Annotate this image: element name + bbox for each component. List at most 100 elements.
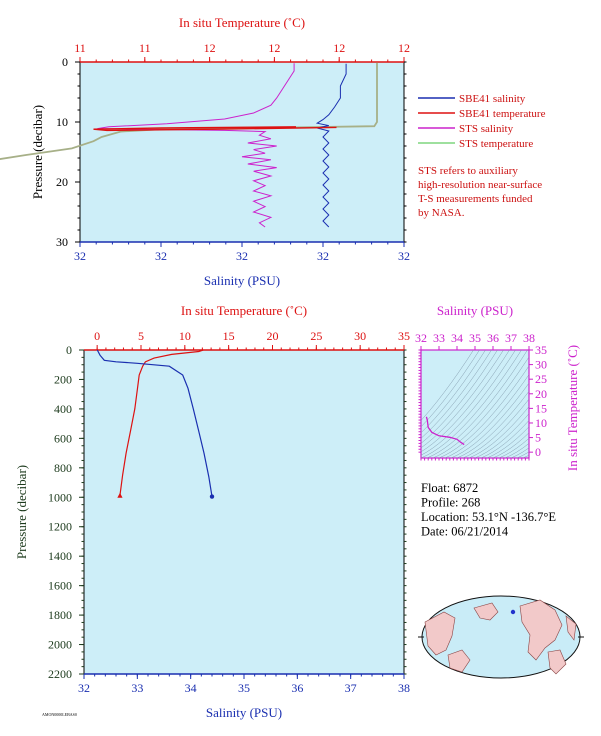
pressure-tick-label: 10 xyxy=(56,115,68,129)
temp-tick-label: 12 xyxy=(398,41,410,55)
note-line: by NASA. xyxy=(418,207,465,219)
sal-tick-label: 32 xyxy=(155,249,167,263)
temperature-axis-title: In situ Temperature (˚C) xyxy=(179,15,305,30)
series-sbe41-salinity xyxy=(315,63,347,228)
pressure-tick-label: 1200 xyxy=(48,520,72,534)
temp-tick-label: 15 xyxy=(223,329,235,343)
density-contour xyxy=(421,350,480,428)
density-contour xyxy=(421,350,474,421)
density-contour xyxy=(438,365,529,458)
salinity-end-marker xyxy=(209,494,215,499)
sal-tick-label: 37 xyxy=(345,681,357,695)
sal-tick-label: 32 xyxy=(317,249,329,263)
density-contour xyxy=(444,374,529,458)
sal-tick-label: 35 xyxy=(238,681,250,695)
info-date: Date: 06/21/2014 xyxy=(421,525,509,539)
temp-tick-label: 5 xyxy=(138,329,144,343)
full-profile-panel: 0 5 10 15 20 25 30 35 32 33 34 35 36 37 38 0 200 400 600 80… xyxy=(14,303,410,720)
density-contour xyxy=(474,413,529,458)
density-contour xyxy=(421,350,492,439)
temp-tick-label: 12 xyxy=(333,41,345,55)
legend-label: STS temperature xyxy=(459,138,533,150)
ts-sal-tick-label: 32 xyxy=(415,331,427,345)
pressure-tick-label: 800 xyxy=(54,461,72,475)
ts-sal-tick-label: 37 xyxy=(505,331,517,345)
pressure-tick-label: 1400 xyxy=(48,549,72,563)
pressure-tick-label: 2200 xyxy=(48,667,72,681)
density-contour xyxy=(421,350,516,456)
density-contours xyxy=(421,350,529,458)
ts-sal-tick-label: 35 xyxy=(469,331,481,345)
temp-tick-label: 12 xyxy=(268,41,280,55)
sts-note: STS refers to auxiliary high-resolution n… xyxy=(418,165,542,219)
pressure-tick-label: 2000 xyxy=(48,638,72,652)
pressure-axis-title: Pressure (decibar) xyxy=(14,465,29,559)
pressure-tick-label: 0 xyxy=(66,343,72,357)
density-contour xyxy=(432,356,529,458)
near-surface-panel: 11 11 12 12 12 12 32 32 32 32 32 0 10 20 30 In situ Tem… xyxy=(0,15,410,288)
ts-salinity-title: Salinity (PSU) xyxy=(437,303,513,318)
pressure-tick-label: 200 xyxy=(54,372,72,386)
density-contour xyxy=(421,350,486,434)
float-location-marker xyxy=(510,609,516,615)
ts-temp-tick-label: 0 xyxy=(535,445,541,459)
series-salinity xyxy=(96,349,213,497)
sal-tick-label: 32 xyxy=(78,681,90,695)
temperature-axis-title: In situ Temperature (˚C) xyxy=(181,303,307,318)
series-temperature xyxy=(119,349,204,496)
info-float: Float: 6872 xyxy=(421,481,478,495)
map-landmass xyxy=(519,599,563,661)
legend-label: STS salinity xyxy=(459,123,514,135)
ts-temp-tick-label: 25 xyxy=(535,372,547,386)
ts-curve xyxy=(425,416,465,446)
ts-sal-tick-label: 38 xyxy=(523,331,535,345)
ts-temperature-title: In situ Temperature (˚C) xyxy=(565,345,580,471)
ts-temp-tick-label: 20 xyxy=(535,387,547,401)
sal-tick-label: 32 xyxy=(74,249,86,263)
density-contour xyxy=(492,432,529,458)
legend-label: SBE41 temperature xyxy=(459,108,546,120)
legend: SBE41 salinity SBE41 temperature STS salin… xyxy=(418,93,546,150)
salinity-axis-title: Salinity (PSU) xyxy=(206,705,282,720)
temp-tick-label: 10 xyxy=(179,329,191,343)
temp-tick-label: 25 xyxy=(310,329,322,343)
info-location: Location: 53.1°N -136.7°E xyxy=(421,510,556,524)
map-landmass xyxy=(547,649,567,675)
map-landmass xyxy=(565,615,577,641)
ts-sal-tick-label: 34 xyxy=(451,331,463,345)
density-contour xyxy=(421,350,522,458)
temp-tick-label: 0 xyxy=(94,329,100,343)
series-sts-temperature xyxy=(0,62,378,160)
info-profile: Profile: 268 xyxy=(421,496,480,510)
density-contour xyxy=(421,350,498,444)
pressure-tick-label: 1800 xyxy=(48,608,72,622)
sal-tick-label: 36 xyxy=(291,681,303,695)
plot-area xyxy=(83,349,405,675)
temperature-end-marker xyxy=(117,492,123,498)
map-landmass xyxy=(447,649,471,673)
ts-temp-tick-label: 35 xyxy=(535,343,547,357)
ts-temp-tick-label: 30 xyxy=(535,358,547,372)
density-contour xyxy=(480,420,529,458)
map-landmass xyxy=(424,611,456,656)
temp-tick-label: 30 xyxy=(354,329,366,343)
density-contour xyxy=(456,390,529,458)
series-sts-salinity xyxy=(97,63,295,228)
temp-tick-label: 11 xyxy=(139,41,151,55)
pressure-tick-label: 1600 xyxy=(48,579,72,593)
pressure-tick-label: 600 xyxy=(54,431,72,445)
pressure-tick-label: 0 xyxy=(62,55,68,69)
footer-code: AMON0000LEBAS0 xyxy=(42,712,77,717)
temp-tick-label: 35 xyxy=(398,329,410,343)
density-contour xyxy=(462,398,529,458)
density-contour xyxy=(504,442,529,458)
ts-temp-tick-label: 10 xyxy=(535,416,547,430)
density-contour xyxy=(421,350,510,453)
plot-area xyxy=(420,349,530,459)
plot-area xyxy=(79,61,405,243)
ts-temp-tick-label: 15 xyxy=(535,401,547,415)
sal-tick-label: 32 xyxy=(398,249,410,263)
